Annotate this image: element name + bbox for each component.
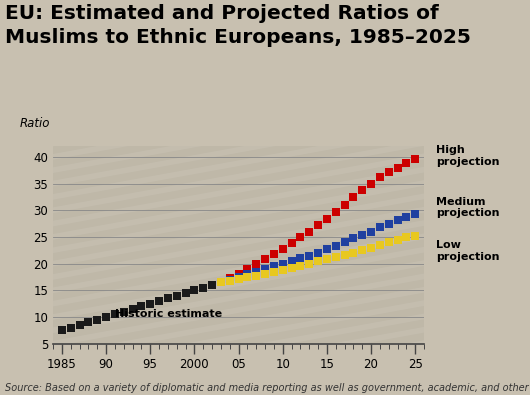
Text: EU: Estimated and Projected Ratios of: EU: Estimated and Projected Ratios of xyxy=(5,4,439,23)
Text: Source: Based on a variety of diplomatic and media reporting as well as governme: Source: Based on a variety of diplomatic… xyxy=(5,383,530,393)
Text: Historic estimate: Historic estimate xyxy=(115,309,222,319)
Text: Low
projection: Low projection xyxy=(436,240,500,261)
Text: Muslims to Ethnic Europeans, 1985–2025: Muslims to Ethnic Europeans, 1985–2025 xyxy=(5,28,471,47)
Text: High
projection: High projection xyxy=(436,145,500,167)
Text: Medium
projection: Medium projection xyxy=(436,197,500,218)
Text: Ratio: Ratio xyxy=(20,117,50,130)
